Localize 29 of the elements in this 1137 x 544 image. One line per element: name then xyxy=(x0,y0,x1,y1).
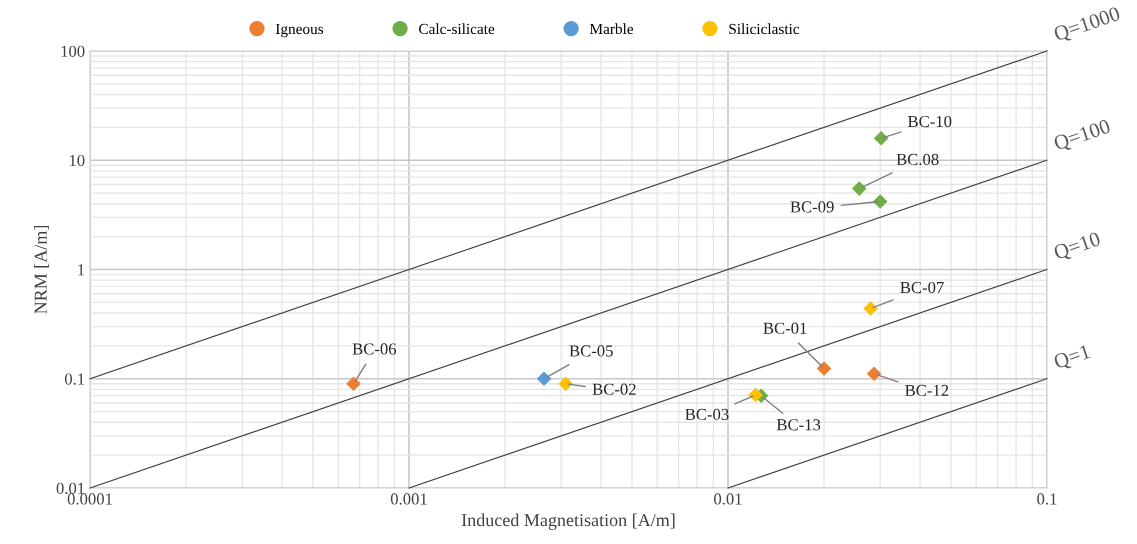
annotation: BC-10 xyxy=(907,115,952,128)
annotation: BC-06 xyxy=(352,343,397,355)
text: Q=10 xyxy=(1052,231,1103,263)
x-tick-label: 0.001 xyxy=(390,493,427,505)
y-tick-label: 0.1 xyxy=(64,373,85,385)
annotation: BC-13 xyxy=(776,419,821,431)
y-tick-label: 10 xyxy=(69,154,85,167)
annotation: BC-05 xyxy=(569,345,613,357)
y-tick-label: 1 xyxy=(78,264,85,276)
annotation: BC-07 xyxy=(900,281,944,294)
legend-label: Igneous xyxy=(275,23,324,38)
legend-label: Siliciclastic xyxy=(729,23,800,35)
annotation: BC-03 xyxy=(685,408,729,421)
text: Q=100 xyxy=(1052,118,1112,154)
x-tick-label: 0.0001 xyxy=(67,493,112,505)
annotation: BC-01 xyxy=(763,322,807,334)
y-axis-title: NRM [A/m] xyxy=(34,225,49,314)
annotation: BC-09 xyxy=(790,201,834,213)
annotation: BC.08 xyxy=(896,153,939,166)
annotation: BC-02 xyxy=(592,383,636,395)
x-tick-label: 0.01 xyxy=(714,493,742,505)
legend-label: Calc-silicate xyxy=(419,23,495,35)
legend-label: Marble xyxy=(589,23,634,35)
x-tick-label: 0.1 xyxy=(1037,493,1057,505)
annotation: BC-12 xyxy=(905,384,949,397)
text: Q=1000 xyxy=(1052,6,1122,45)
text: Q=1 xyxy=(1053,344,1092,372)
x-axis-title: Induced Magnetisation [A/m] xyxy=(461,513,675,530)
y-tick-label: 100 xyxy=(61,45,85,57)
